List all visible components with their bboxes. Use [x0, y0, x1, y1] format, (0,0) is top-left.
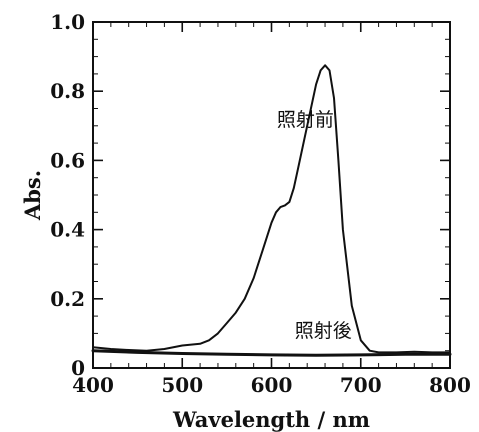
y-tick-label: 0.6: [50, 148, 85, 172]
x-axis-title: Wavelength / nm: [172, 407, 370, 432]
y-tick-label: 0.8: [50, 79, 85, 103]
x-tick-label: 500: [161, 373, 203, 397]
annotation-label-2: 照射後: [295, 320, 352, 342]
x-tick-label: 400: [72, 373, 114, 397]
annotation-label-1: 照射前: [277, 109, 334, 131]
x-tick-label: 600: [251, 373, 293, 397]
y-tick-label: 0.2: [50, 287, 85, 311]
y-tick-label: 0: [71, 356, 85, 380]
plot-frame: [92, 21, 451, 369]
y-tick-label: 1.0: [50, 10, 85, 34]
series-line-1: [92, 64, 451, 354]
y-tick-label: 0.4: [50, 218, 85, 242]
x-tick-label: 800: [429, 373, 471, 397]
y-axis-title: Abs.: [20, 170, 45, 221]
x-tick-label: 700: [340, 373, 382, 397]
series-line-2: [91, 349, 452, 357]
